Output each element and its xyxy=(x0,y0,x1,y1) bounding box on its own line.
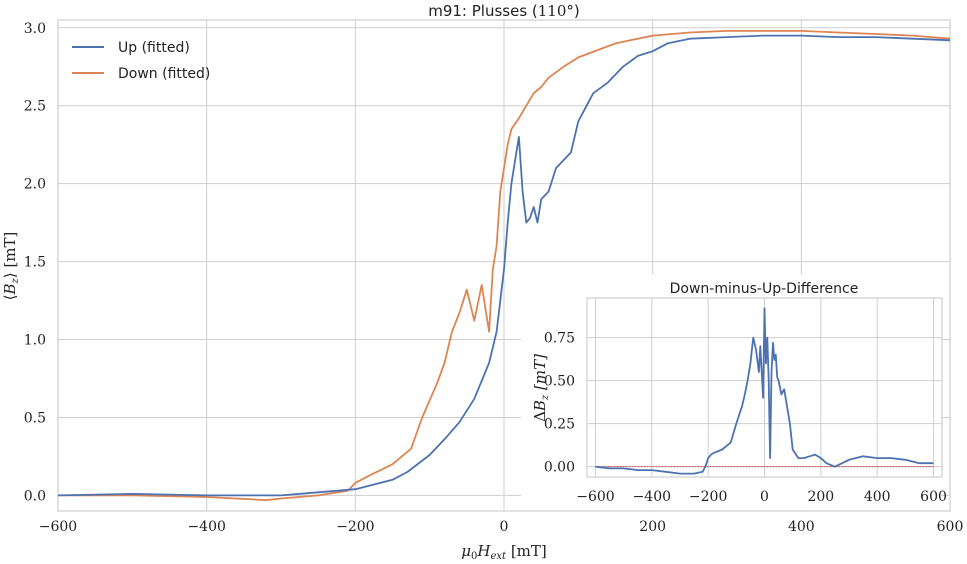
inset-y-tick-label: 0.50 xyxy=(544,374,575,390)
inset-x-tick-label: −400 xyxy=(633,489,671,505)
main-series-group xyxy=(57,30,951,501)
main-y-tick-label: 0.5 xyxy=(24,410,46,426)
inset-x-tick-label: 200 xyxy=(807,489,834,505)
main-x-tick-label: −200 xyxy=(336,519,374,535)
main-y-tick-label: 1.5 xyxy=(24,255,46,271)
main-y-tick-label: 0.0 xyxy=(24,488,46,504)
inset-y-tick-labels: 0.00 0.25 0.50 0.75 xyxy=(544,331,575,476)
inset-series-line-difference xyxy=(595,307,934,475)
inset-chart-title: Down-minus-Up-Difference xyxy=(670,281,859,297)
inset-chart: −600 −400 −200 0 200 400 600 0.000.250.500.75 … xyxy=(521,274,947,510)
main-x-tick-label: 400 xyxy=(788,519,815,535)
inset-x-tick-label: 600 xyxy=(920,489,947,505)
main-x-tick-labels: −600 −400 −200 0 200 400 600 xyxy=(39,519,964,535)
main-y-tick-label: 2.5 xyxy=(24,99,46,115)
main-x-tick-label: −400 xyxy=(187,519,225,535)
inset-y-tick-label: 0.75 xyxy=(544,331,575,347)
inset-background xyxy=(521,274,941,510)
inset-x-tick-label: 0 xyxy=(760,489,769,505)
inset-x-tick-label: 400 xyxy=(864,489,891,505)
main-y-tick-label: 1.0 xyxy=(24,333,46,349)
main-y-tick-label: 3.0 xyxy=(24,21,46,37)
main-y-axis-label: ⟨Bz⟩ [mT] xyxy=(1,232,21,301)
inset-y-tick-label: 0.00 xyxy=(544,460,575,476)
main-plot-frame xyxy=(57,19,951,512)
main-x-tick-label: 0 xyxy=(500,519,509,535)
main-x-tick-label: 600 xyxy=(937,519,964,535)
main-x-tick-label: 200 xyxy=(639,519,666,535)
legend: Up (fitted) Down (fitted) xyxy=(72,40,210,82)
inset-plot-frame xyxy=(586,297,943,478)
main-x-tick-label: −600 xyxy=(39,519,77,535)
legend-label-down: Down (fitted) xyxy=(118,66,210,82)
inset-x-tick-label: −200 xyxy=(689,489,727,505)
main-y-tick-label: 2.0 xyxy=(24,177,46,193)
inset-y-axis-label: ΔBz [mT] xyxy=(531,354,551,422)
main-y-tick-labels: 0.0 0.5 1.0 1.5 2.0 2.5 3.0 xyxy=(24,21,46,505)
series-line-up xyxy=(57,34,951,497)
inset-y-tick-label: 0.25 xyxy=(544,417,575,433)
series-line-down xyxy=(58,30,951,501)
main-chart-title: m91: Plusses (110°) xyxy=(428,2,580,20)
inset-x-tick-label: −600 xyxy=(576,489,614,505)
main-x-axis-label: μ0Hext [mT] xyxy=(461,542,547,562)
inset-x-tick-labels: −600 −400 −200 0 200 400 600 xyxy=(576,489,947,505)
legend-label-up: Up (fitted) xyxy=(118,40,190,56)
